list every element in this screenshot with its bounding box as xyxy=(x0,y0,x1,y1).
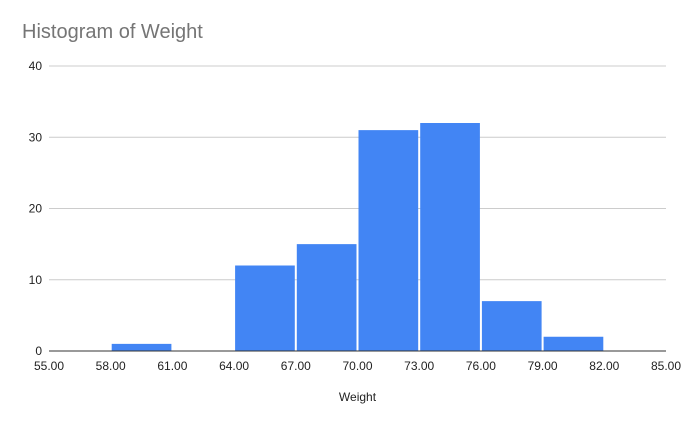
y-tick-label: 0 xyxy=(35,344,42,358)
histogram-bar xyxy=(358,130,419,351)
x-tick-label: 64.00 xyxy=(219,359,249,373)
histogram-bar xyxy=(420,123,480,351)
chart-title: Histogram of Weight xyxy=(22,21,203,43)
histogram-bar xyxy=(296,244,357,351)
x-tick-label: 58.00 xyxy=(96,359,126,373)
x-tick-label: 85.00 xyxy=(651,359,681,373)
x-tick-label: 76.00 xyxy=(466,359,496,373)
histogram-bar xyxy=(543,336,604,351)
histogram-bar xyxy=(481,301,542,351)
x-tick-label: 79.00 xyxy=(528,359,558,373)
x-axis-ticks: 55.00 58.00 61.00 64.00 67.00 70.00 73.00 76.00… xyxy=(34,359,681,373)
y-axis-ticks: 0 10 20 30 40 xyxy=(29,59,43,358)
x-tick-label: 70.00 xyxy=(342,359,372,373)
x-tick-label: 67.00 xyxy=(281,359,311,373)
y-tick-label: 20 xyxy=(29,202,43,216)
y-tick-label: 40 xyxy=(29,59,43,73)
x-tick-label: 73.00 xyxy=(404,359,434,373)
histogram-bar xyxy=(235,265,295,351)
y-tick-label: 10 xyxy=(29,273,43,287)
histogram-bars xyxy=(111,123,604,351)
x-tick-label: 61.00 xyxy=(157,359,187,373)
histogram-bar xyxy=(111,343,172,351)
y-tick-label: 30 xyxy=(29,130,43,144)
x-tick-label: 55.00 xyxy=(34,359,64,373)
x-axis-title: Weight xyxy=(339,390,377,404)
grid-lines xyxy=(49,65,666,281)
x-tick-label: 82.00 xyxy=(589,359,619,373)
